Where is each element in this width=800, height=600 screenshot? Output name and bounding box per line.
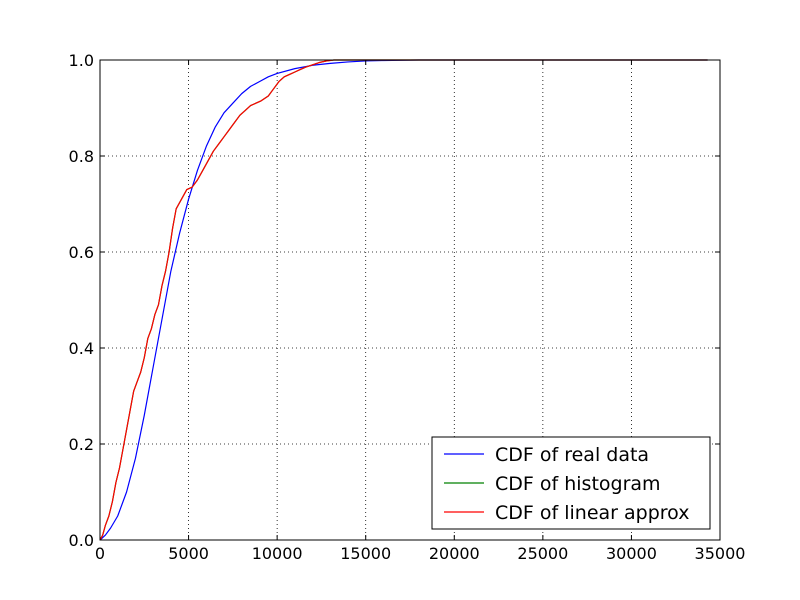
legend-label: CDF of histogram <box>495 473 661 495</box>
x-tick-label: 35000 <box>695 544 746 563</box>
y-tick-label: 0.2 <box>69 435 94 454</box>
x-tick-label: 5000 <box>168 544 209 563</box>
series-line-1 <box>99 59 708 541</box>
axis-ticks: 0 5000 10000 15000 20000 25000 30000 35000 0.0 0.… <box>69 51 746 563</box>
x-tick-label: 25000 <box>517 544 568 563</box>
y-tick-label: 1.0 <box>69 51 94 70</box>
x-tick-label: 15000 <box>340 544 391 563</box>
x-tick-label: 10000 <box>252 544 303 563</box>
y-tick-label: 0.4 <box>69 339 94 358</box>
x-tick-label: 20000 <box>429 544 480 563</box>
x-tick-label: 0 <box>95 544 105 563</box>
legend: CDF of real data CDF of histogram CDF of l… <box>431 436 711 530</box>
x-tick-label: 30000 <box>606 544 657 563</box>
plot-frame <box>99 59 721 541</box>
legend-label: CDF of linear approx <box>495 502 689 524</box>
legend-label: CDF of real data <box>495 444 649 466</box>
series-line-3 <box>99 59 708 541</box>
series-lines <box>99 59 708 541</box>
y-tick-label: 0.0 <box>69 531 94 550</box>
y-tick-label: 0.6 <box>69 243 94 262</box>
y-tick-label: 0.8 <box>69 147 94 166</box>
